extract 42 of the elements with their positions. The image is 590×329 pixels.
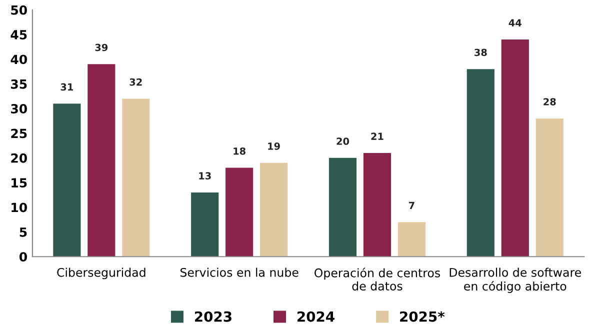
data-label: 38 (474, 48, 487, 56)
data-label: 18 (234, 147, 246, 155)
bar (536, 118, 564, 257)
bar (122, 98, 150, 257)
y-tick-label: 0 (19, 252, 27, 262)
bar (398, 222, 426, 257)
data-label: 19 (268, 142, 280, 150)
x-tick-label: Servicios en la nube (180, 268, 298, 277)
data-label: 39 (95, 44, 108, 52)
data-label: 7 (408, 202, 414, 209)
bar (363, 152, 392, 257)
bar (226, 168, 254, 257)
bar (466, 69, 494, 257)
data-label: 28 (544, 98, 556, 106)
bar (328, 158, 357, 257)
bar (88, 64, 116, 257)
y-tick-label: 40 (10, 54, 27, 64)
y-tick-label: 25 (11, 128, 27, 138)
legend-label: 2023 (194, 311, 232, 322)
data-label: 31 (60, 83, 74, 91)
data-label: 44 (508, 19, 522, 26)
y-tick-label: 30 (11, 104, 27, 114)
bar (501, 39, 529, 257)
bar (53, 104, 81, 257)
y-tick-label: 45 (10, 30, 27, 40)
data-label: 21 (371, 132, 384, 140)
x-tick-label: Ciberseguridad (57, 268, 146, 280)
y-tick-label: 50 (11, 5, 27, 15)
y-tick-label: 5 (20, 228, 27, 237)
legend-label: 2025* (400, 311, 445, 322)
y-tick-label: 10 (12, 202, 27, 212)
x-tick-label: Desarrollo de software en código abierto (450, 268, 581, 293)
data-label: 20 (336, 138, 350, 145)
x-tick-label: Operación de centros de datos (314, 268, 440, 291)
y-tick-label: 35 (11, 79, 27, 89)
legend-label: 2024 (298, 311, 334, 322)
data-label: 13 (199, 172, 211, 180)
data-label: 32 (130, 78, 142, 86)
y-tick-label: 20 (11, 153, 27, 163)
bar (260, 162, 288, 257)
bar (191, 192, 219, 257)
y-tick-label: 15 (12, 178, 27, 188)
